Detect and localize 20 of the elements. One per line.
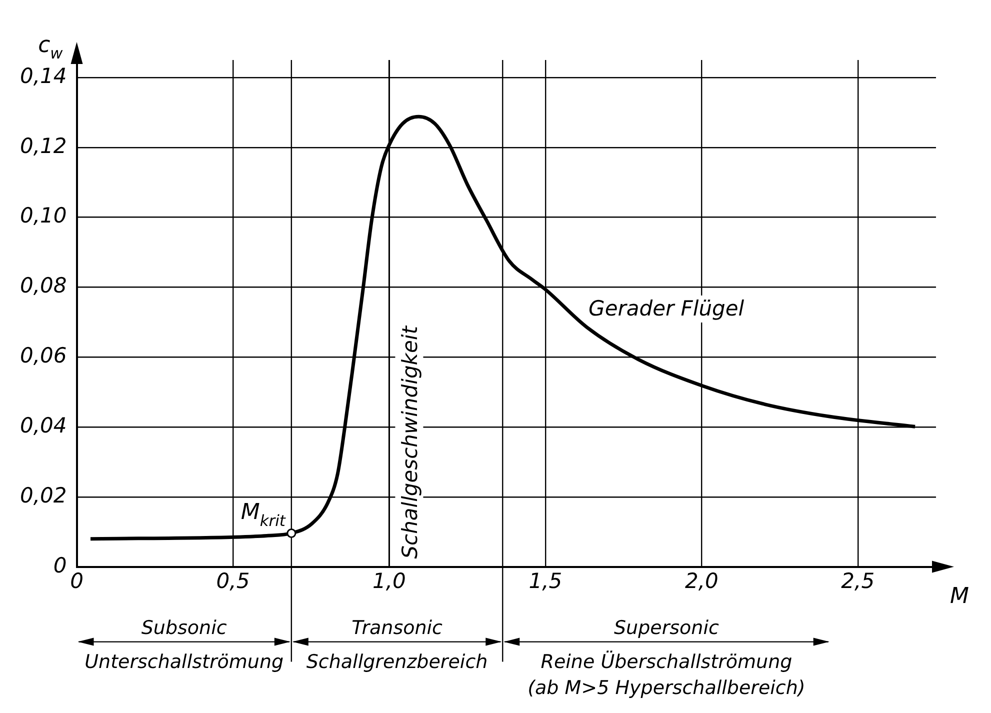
- x-axis-title: M: [950, 584, 969, 609]
- text: Supersonic Reine Überschallströmung (ab M>5 Hyperschallbereich): [528, 616, 806, 699]
- y-tick-label: 0,10: [20, 204, 67, 228]
- y-tick-label: 0,04: [20, 413, 67, 438]
- y-tick-label: 0: [53, 553, 67, 578]
- x-tick-label: 1,5: [528, 568, 562, 593]
- y-tick-label: 0,08: [20, 274, 67, 298]
- y-tick-label: 0,06: [20, 344, 67, 368]
- x-tick-label: 0,5: [216, 568, 250, 593]
- text: Transonic Schallgrenzbereich: [306, 616, 488, 673]
- x-tick-label: 2,5: [841, 568, 875, 593]
- x-tick-label: 1,0: [372, 568, 406, 593]
- text: Subsonic Unterschallströmung: [84, 616, 284, 673]
- x-tick-label: 0: [70, 568, 84, 593]
- y-tick-label: 0,14: [20, 64, 67, 88]
- x-tick-label: 2,0: [684, 568, 718, 593]
- y-tick-label: 0,12: [20, 134, 67, 158]
- y-tick-label: 0,02: [20, 483, 67, 508]
- series-label: Gerader Flügel: [588, 296, 744, 321]
- ref-line-label: Schallgeschwindigkeit: [398, 325, 422, 559]
